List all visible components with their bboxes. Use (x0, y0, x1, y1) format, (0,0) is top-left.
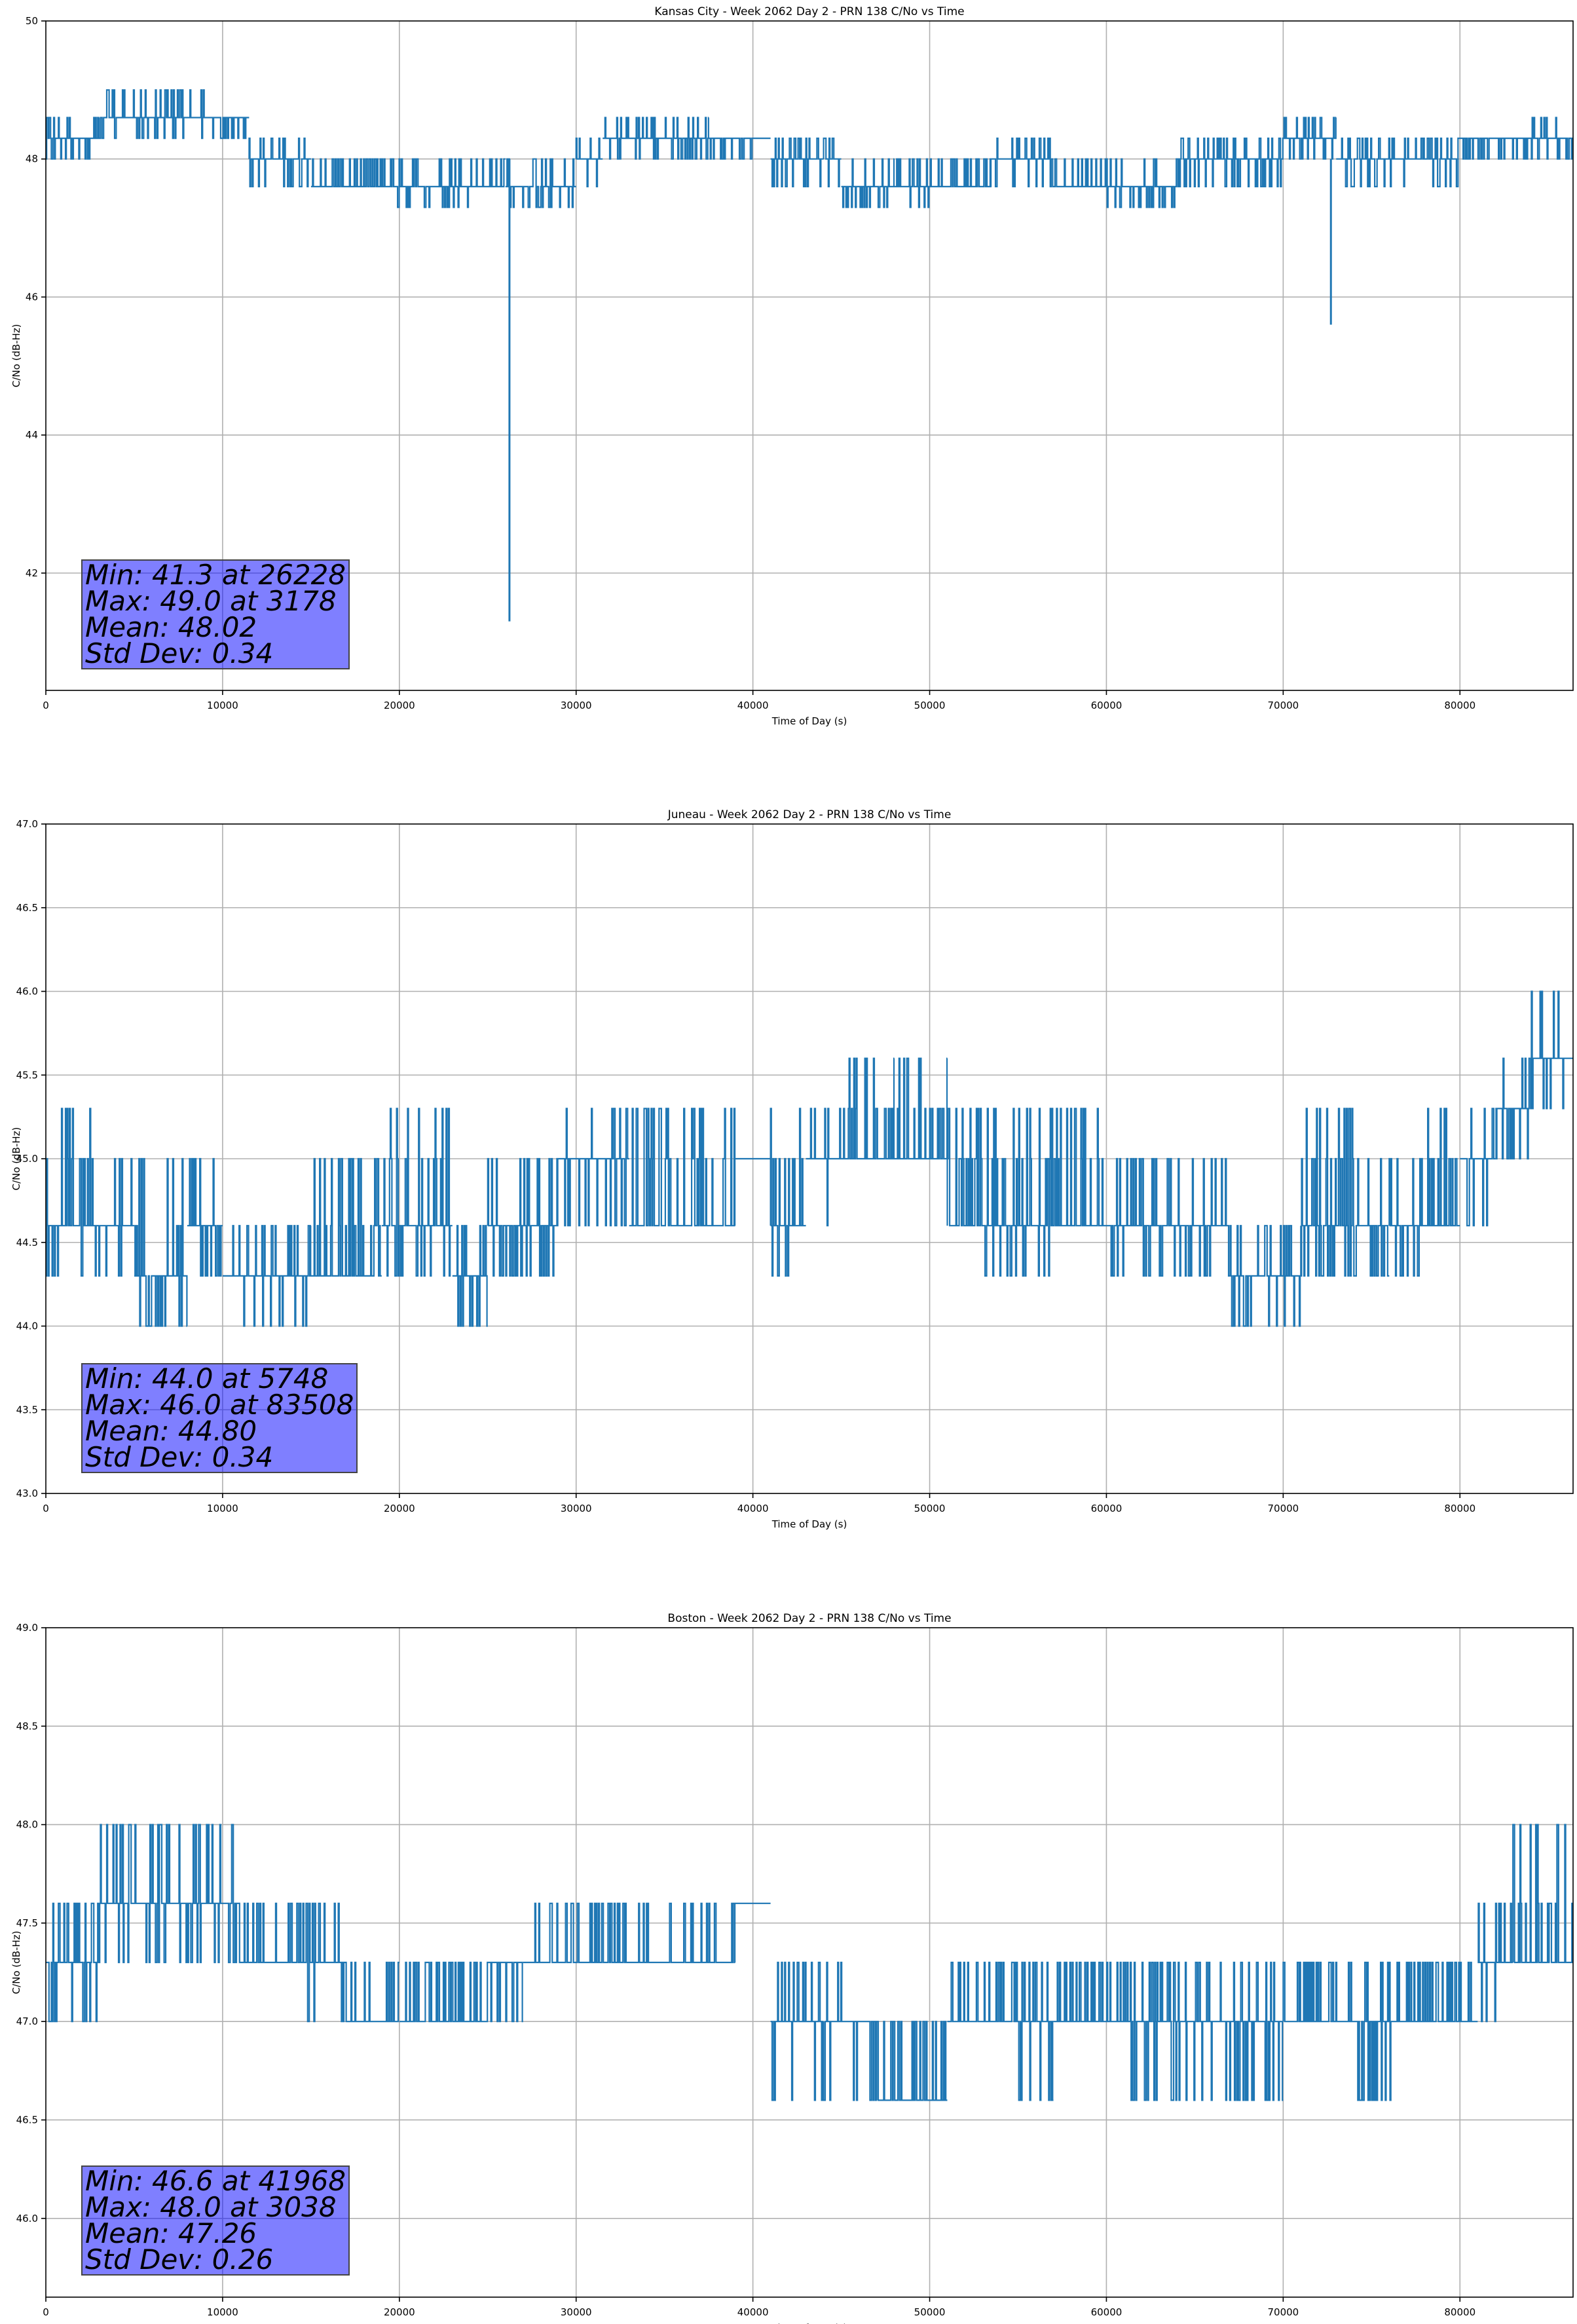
chart-panel-1: 0 10000 20000 30000 40000 50000 60000 70000 8000… (10, 5, 1574, 727)
y-tick-label: 47.0 (16, 2015, 38, 2027)
x-tick-label: 50000 (914, 1503, 946, 1514)
y-tick-label: 48.5 (16, 1720, 38, 1732)
x-tick-label: 80000 (1444, 1503, 1475, 1514)
data-line (46, 89, 1573, 208)
x-tick-label: 70000 (1267, 2306, 1299, 2318)
data-line (46, 990, 1573, 1327)
y-tick-label: 44.5 (16, 1237, 38, 1248)
axes-frame (45, 1627, 1574, 2298)
x-tick-label: 20000 (384, 700, 415, 711)
stats-line: Mean: 48.02 (84, 610, 257, 643)
y-tick-label: 42 (26, 567, 38, 579)
x-axis-label: Time of Day (s) (771, 1518, 847, 1530)
y-tick-label: 47.5 (16, 1917, 38, 1929)
y-tick-label: 48 (26, 153, 38, 165)
y-tick-label: 46.5 (16, 2114, 38, 2126)
x-axis-label: Time of Day (s) (771, 715, 847, 727)
chart-title: Boston - Week 2062 Day 2 - PRN 138 C/No … (667, 1612, 951, 1625)
y-tick-label: 46.5 (16, 902, 38, 914)
data-series (46, 990, 1573, 1327)
x-tick-label: 40000 (737, 700, 769, 711)
x-tick-label: 70000 (1267, 700, 1299, 711)
x-tick-label: 30000 (561, 700, 592, 711)
stats-line: Max: 49.0 at 3178 (84, 584, 337, 617)
y-tick-label: 47.0 (16, 818, 38, 830)
x-axis-label: Time of Day (s) (771, 2322, 847, 2324)
x-tick-label: 20000 (384, 1503, 415, 1514)
data-series (46, 1824, 1573, 2101)
stats-line: Max: 48.0 at 3038 (84, 2190, 337, 2223)
stats-box: Min: 41.3 at 26228 Max: 49.0 at 3178 Mean:… (81, 559, 350, 669)
stats-line: Std Dev: 0.34 (84, 1440, 274, 1473)
x-tick-label: 60000 (1091, 700, 1122, 711)
y-tick-label: 46 (26, 291, 38, 303)
x-tick-label: 0 (43, 700, 49, 711)
stats-line: Min: 46.6 at 41968 (84, 2164, 346, 2197)
stats-line: Min: 44.0 at 5748 (84, 1362, 329, 1395)
x-tick-label: 0 (43, 2306, 49, 2318)
y-tick-label: 44 (26, 429, 38, 441)
y-tick-label: 50 (26, 15, 38, 27)
y-axis-label: C/No (dB-Hz) (10, 1931, 22, 1995)
x-tick-label: 10000 (207, 700, 238, 711)
y-axis-label: C/No (dB-Hz) (10, 1127, 22, 1191)
y-tick-label: 43.0 (16, 1488, 38, 1499)
y-tick-label: 46.0 (16, 986, 38, 998)
stats-line: Std Dev: 0.34 (84, 637, 274, 669)
x-tick-label: 10000 (207, 2306, 238, 2318)
x-tick-label: 60000 (1091, 1503, 1122, 1514)
chart-title: Juneau - Week 2062 Day 2 - PRN 138 C/No … (667, 808, 952, 821)
stats-box: Min: 44.0 at 5748 Max: 46.0 at 83508 Mean:… (81, 1362, 358, 1473)
y-tick-label: 45.5 (16, 1069, 38, 1081)
stats-line: Max: 46.0 at 83508 (84, 1388, 354, 1421)
x-tick-label: 50000 (914, 700, 946, 711)
y-tick-label: 43.5 (16, 1404, 38, 1415)
stats-box: Min: 46.6 at 41968 Max: 48.0 at 3038 Mean:… (81, 2165, 350, 2276)
x-tick-label: 60000 (1091, 2306, 1122, 2318)
y-tick-label: 46.0 (16, 2213, 38, 2224)
axes-frame (45, 20, 1574, 691)
chart-title: Kansas City - Week 2062 Day 2 - PRN 138 … (654, 5, 964, 18)
stats-line: Mean: 44.80 (84, 1414, 257, 1447)
y-tick-label: 45.0 (16, 1153, 38, 1165)
x-tick-label: 10000 (207, 1503, 238, 1514)
y-tick-label: 48.0 (16, 1819, 38, 1831)
x-tick-label: 30000 (561, 2306, 592, 2318)
x-tick-label: 20000 (384, 2306, 415, 2318)
x-tick-label: 30000 (561, 1503, 592, 1514)
y-tick-label: 44.0 (16, 1321, 38, 1332)
x-tick-label: 40000 (737, 2306, 769, 2318)
x-tick-label: 80000 (1444, 700, 1475, 711)
data-series (46, 89, 1573, 622)
y-tick-label: 49.0 (16, 1622, 38, 1634)
stats-line: Mean: 47.26 (84, 2217, 257, 2249)
x-tick-label: 70000 (1267, 1503, 1299, 1514)
x-tick-label: 50000 (914, 2306, 946, 2318)
x-tick-label: 40000 (737, 1503, 769, 1514)
data-line (46, 1824, 1573, 2101)
y-axis-label: C/No (dB-Hz) (10, 324, 22, 388)
stats-line: Std Dev: 0.26 (84, 2243, 274, 2276)
stats-line: Min: 41.3 at 26228 (84, 558, 346, 591)
x-tick-label: 0 (43, 1503, 49, 1514)
x-tick-label: 80000 (1444, 2306, 1475, 2318)
